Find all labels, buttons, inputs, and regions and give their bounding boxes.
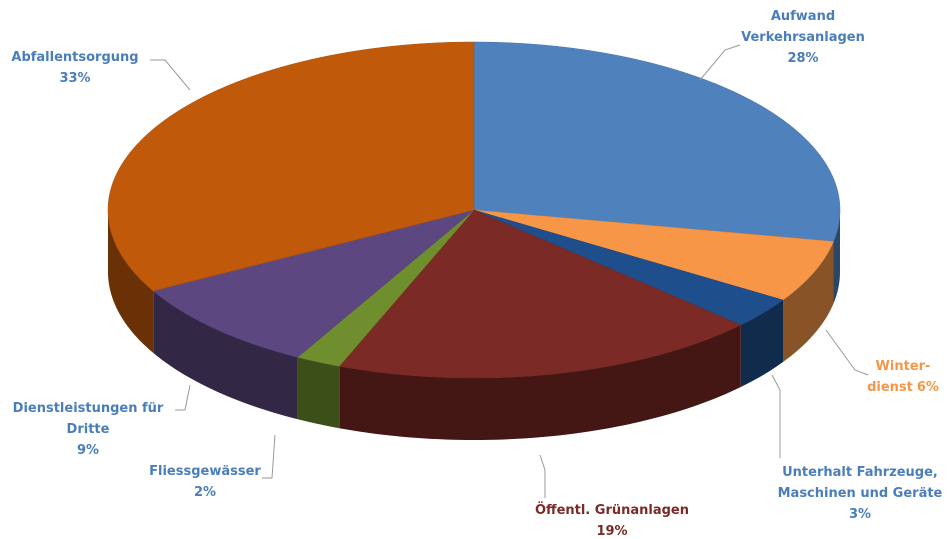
data-label: Winter-dienst 6% [867,359,939,395]
data-label: Öffentl. Grünanlagen 19% [535,502,689,539]
data-label: Dienstleistungen für Dritte 9% [13,401,164,458]
slice-side [740,300,784,388]
data-label: Unterhalt Fahrzeuge, Maschinen und Geräte… [778,465,943,522]
leader-lines [150,44,869,498]
leader [150,59,191,91]
leader [825,329,869,376]
slice [473,209,834,301]
slice [297,209,475,367]
value-label: 19% [596,524,627,539]
slice-side [783,241,834,363]
category-line: Aufwand [771,9,835,24]
category-line: Dritte [67,422,110,437]
slice-side [108,210,154,353]
data-label: Fliessgewässer 2% [149,464,261,500]
slice-side [153,290,298,420]
walls [108,210,840,440]
category-line: Maschinen und Geräte [778,486,943,501]
value-label: 2% [194,485,216,500]
slice [473,41,841,242]
slice [338,209,742,379]
leader [175,384,191,411]
leader [699,44,741,81]
category-line: Öffentl. Grünanlagen [535,502,689,518]
slice-side [833,210,840,304]
category-line: Abfallentsorgung [11,50,138,65]
slice-side [297,357,340,429]
category-line: Fliessgewässer [149,464,261,479]
leader [771,374,781,458]
value-label: 33% [59,71,90,86]
slice [152,209,475,358]
slice-side [339,325,741,440]
value-label: 6% [917,380,939,395]
leader [262,434,276,479]
category-line: Unterhalt Fahrzeuge, [782,465,938,480]
value-label: 28% [787,51,818,66]
slice [473,209,784,326]
category-line: Winter- [876,359,931,374]
labels: Aufwand Verkehrsanlagen 28% Winter-dienst 6%… [11,9,942,539]
data-label: Abfallentsorgung 33% [11,50,138,86]
tops [107,41,841,379]
leader [539,454,546,498]
category-line: Verkehrsanlagen [741,30,865,45]
category-line: Dienstleistungen für [13,401,164,416]
value-label: 3% [849,507,871,522]
category-line: dienst [867,380,913,395]
data-label: Aufwand Verkehrsanlagen 28% [741,9,865,66]
value-label: 9% [77,443,99,458]
slice [107,41,475,292]
